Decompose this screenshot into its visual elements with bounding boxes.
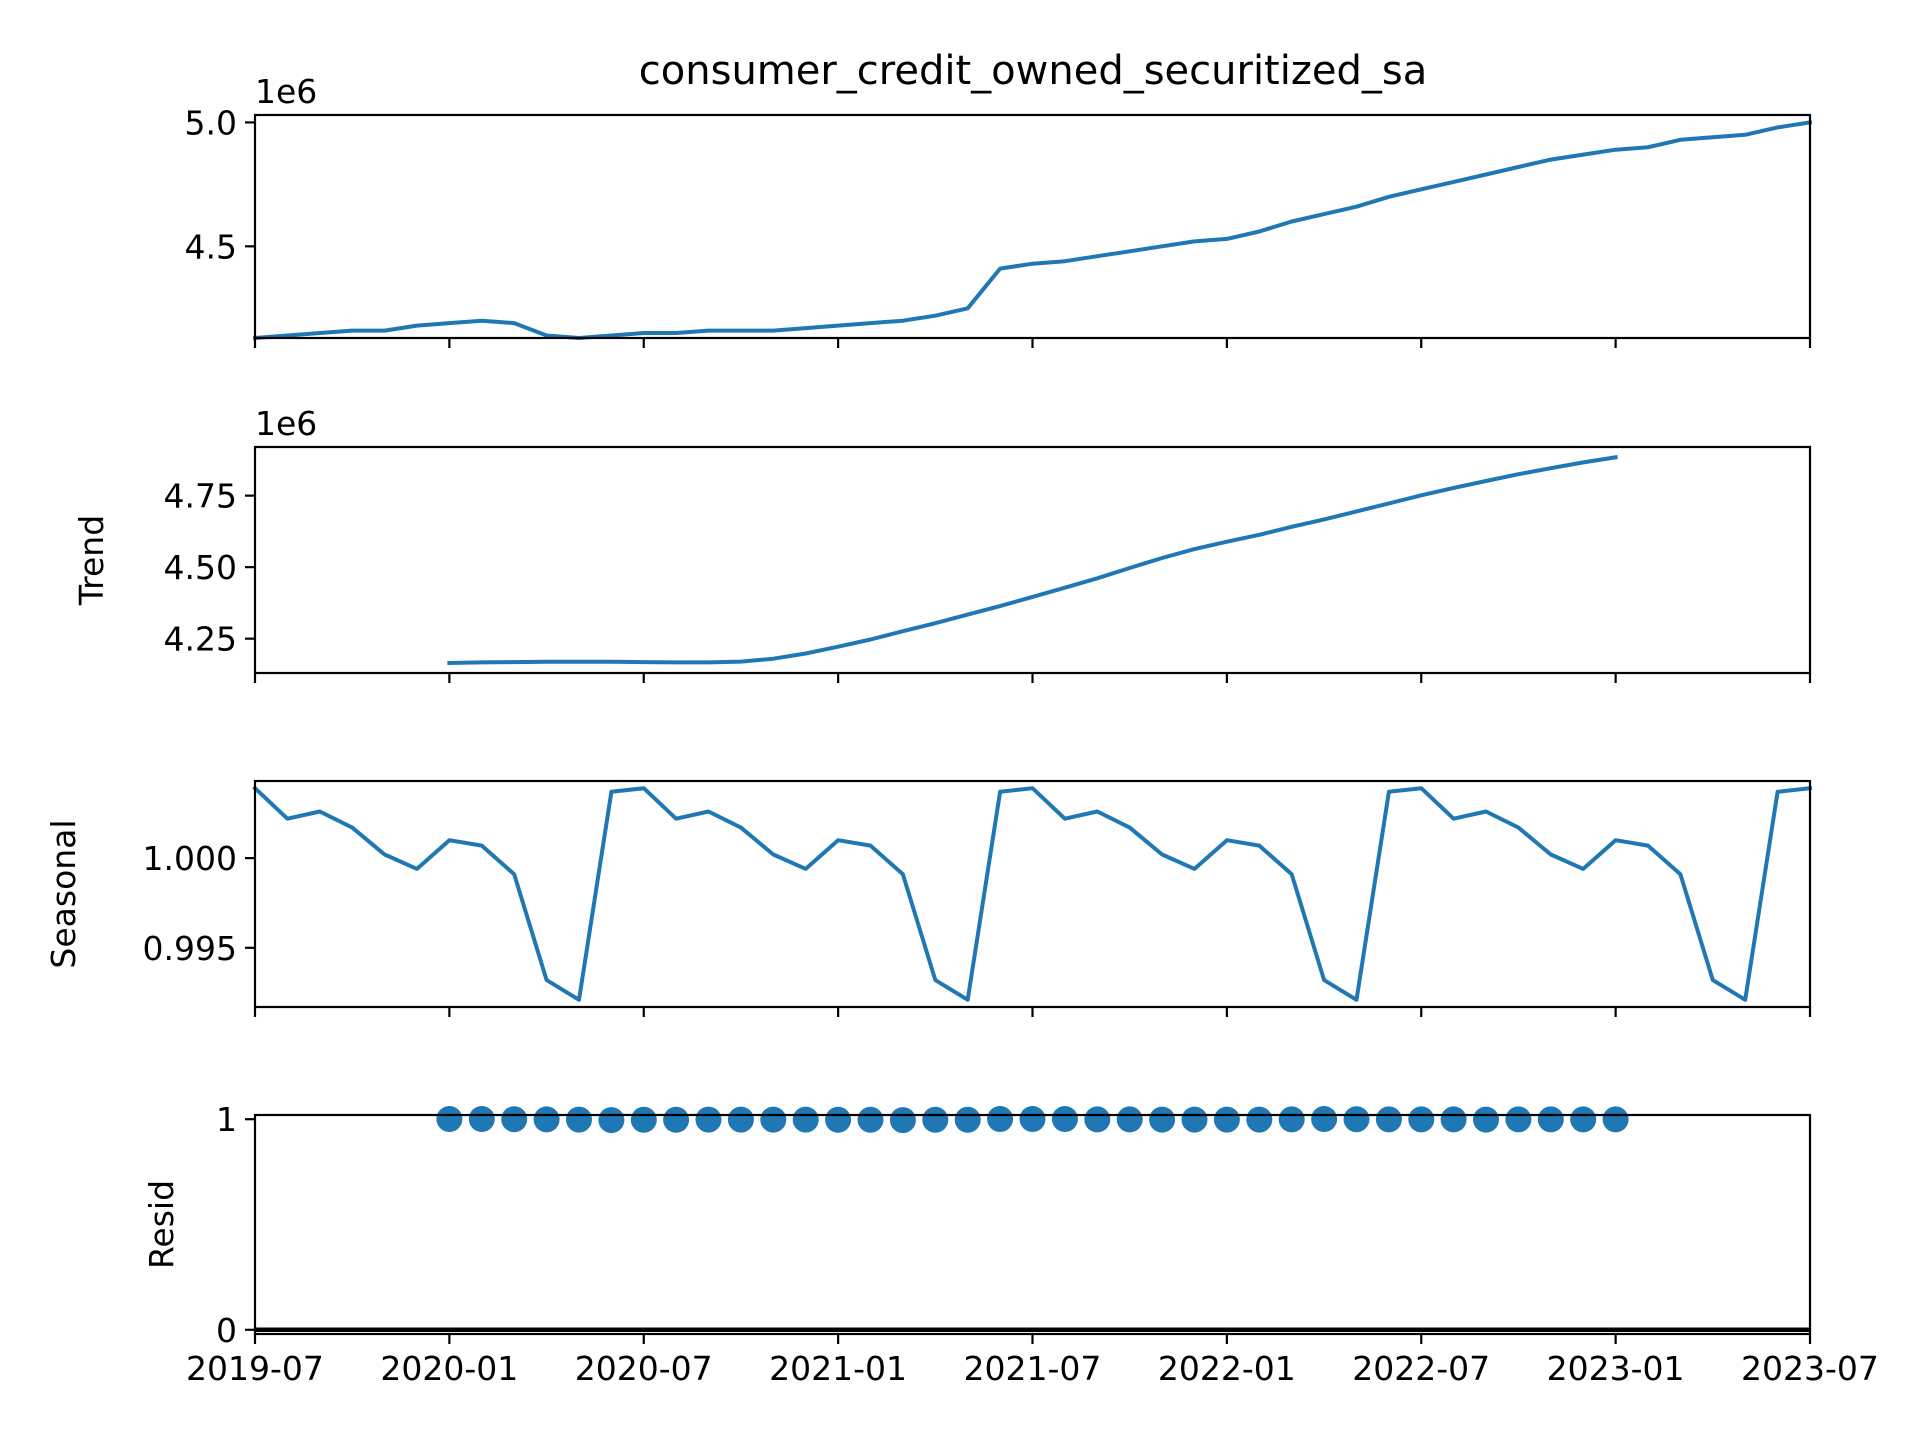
resid-point [857, 1106, 884, 1133]
resid-point [1084, 1106, 1111, 1133]
resid-ytick-label: 0 [216, 1311, 237, 1350]
resid-point [825, 1106, 852, 1133]
xtick-label: 2023-01 [1547, 1349, 1685, 1388]
trend-ytick-label: 4.75 [164, 477, 237, 516]
xtick-label: 2020-07 [575, 1349, 713, 1388]
resid-point [1019, 1106, 1046, 1132]
xtick-label: 2021-01 [769, 1349, 907, 1388]
resid-point [760, 1106, 787, 1133]
observed-ytick-label: 5.0 [185, 103, 237, 142]
xtick-label: 2022-07 [1352, 1349, 1490, 1388]
resid-point [436, 1106, 463, 1132]
observed-offset-label: 1e6 [255, 72, 317, 111]
resid-point [1343, 1106, 1370, 1133]
resid-point [1408, 1106, 1435, 1133]
panel-observed: 4.5 5.0 1e6 [185, 72, 1813, 348]
seasonal-ytick-label: 0.995 [143, 929, 237, 968]
trend-series-line [447, 455, 1618, 666]
resid-point [792, 1106, 819, 1133]
panel-trend: 4.25 4.50 4.75 1e6 Trend [72, 404, 1812, 683]
resid-point [1149, 1106, 1176, 1133]
resid-point [987, 1106, 1014, 1132]
resid-point [1246, 1106, 1273, 1133]
trend-ylabel: Trend [72, 515, 111, 606]
resid-point [1570, 1106, 1597, 1133]
trend-ytick-label: 4.50 [164, 548, 237, 587]
resid-point [1278, 1106, 1305, 1133]
seasonal-ylabel: Seasonal [44, 819, 83, 968]
xtick-label: 2021-07 [964, 1349, 1102, 1388]
seasonal-ytick-label: 1.000 [143, 839, 237, 878]
observed-series-line [252, 120, 1813, 341]
resid-point [1311, 1106, 1338, 1132]
resid-point [1375, 1106, 1402, 1133]
trend-offset-label: 1e6 [255, 404, 317, 443]
observed-ytick-label: 4.5 [185, 227, 237, 266]
resid-point [1181, 1106, 1208, 1133]
panels-group: 4.5 5.0 1e6 4.25 4.50 4.75 1e6 Trend 0.995 1.000 S… [44, 72, 1879, 1388]
resid-ytick-label: 1 [216, 1100, 237, 1139]
resid-point [1537, 1106, 1564, 1133]
panel-resid: 0 1 2019-07 2020-01 2020-07 2021-01 2021-07 202… [142, 1100, 1879, 1388]
resid-point [468, 1106, 495, 1132]
resid-point [630, 1106, 657, 1133]
trend-ytick-label: 4.25 [164, 620, 237, 659]
resid-point [566, 1106, 592, 1133]
xtick-label: 2019-07 [186, 1349, 324, 1388]
resid-ylabel: Resid [142, 1180, 181, 1269]
panel-seasonal: 0.995 1.000 Seasonal [44, 779, 1813, 1017]
chart-title: consumer_credit_owned_securitized_sa [639, 48, 1427, 94]
xtick-label: 2023-07 [1741, 1349, 1879, 1388]
resid-point [1440, 1106, 1467, 1133]
resid-point [954, 1106, 981, 1133]
resid-point [1505, 1106, 1532, 1133]
resid-point [598, 1107, 625, 1134]
resid-point [727, 1106, 754, 1133]
resid-point [1473, 1106, 1499, 1133]
resid-point [533, 1106, 560, 1133]
resid-point [1051, 1106, 1078, 1132]
resid-point [663, 1106, 690, 1133]
resid-point [1602, 1106, 1629, 1133]
seasonal-series-line [252, 785, 1813, 1002]
resid-point [1116, 1106, 1143, 1133]
xtick-label: 2020-01 [380, 1349, 518, 1388]
resid-point [922, 1106, 949, 1133]
resid-point [501, 1106, 528, 1133]
xtick-label: 2022-01 [1158, 1349, 1296, 1388]
resid-point [695, 1106, 722, 1133]
resid-point [1213, 1106, 1240, 1133]
resid-point [889, 1107, 916, 1134]
